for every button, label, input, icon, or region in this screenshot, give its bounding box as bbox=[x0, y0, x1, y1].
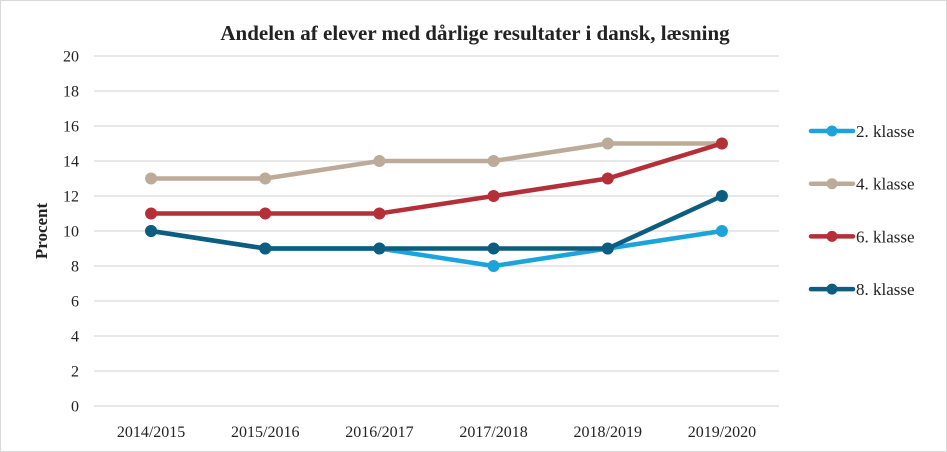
y-tick-label: 2 bbox=[71, 364, 79, 381]
y-tick-label: 18 bbox=[63, 84, 79, 101]
series-6-klasse bbox=[145, 137, 728, 220]
legend-entry: 4. klasse bbox=[808, 175, 915, 194]
legend-entry: 6. klasse bbox=[808, 227, 915, 246]
data-point bbox=[145, 172, 158, 185]
series-8-klasse bbox=[145, 190, 728, 255]
series-line bbox=[151, 141, 723, 216]
legend-marker bbox=[826, 125, 838, 137]
legend-label: 6. klasse bbox=[856, 227, 915, 246]
x-tick-label: 2017/2018 bbox=[459, 424, 527, 441]
series-line bbox=[151, 141, 722, 181]
x-tick-label: 2019/2020 bbox=[688, 424, 756, 441]
y-tick-label: 6 bbox=[71, 294, 79, 311]
data-point bbox=[145, 225, 158, 237]
chart-title: Andelen af elever med dårlige resultater… bbox=[220, 21, 730, 45]
y-tick-label: 0 bbox=[71, 399, 79, 416]
legend-label: 2. klasse bbox=[856, 122, 915, 141]
y-tick-label: 16 bbox=[63, 119, 79, 136]
y-axis-label: Procent bbox=[32, 203, 51, 260]
x-tick-label: 2018/2019 bbox=[574, 424, 642, 441]
data-point bbox=[601, 172, 614, 185]
data-point bbox=[487, 242, 500, 255]
series-4-klasse bbox=[145, 137, 728, 185]
legend-entry: 2. klasse bbox=[808, 122, 915, 141]
data-point bbox=[487, 260, 500, 272]
y-tick-label: 10 bbox=[63, 224, 79, 241]
y-tick-label: 12 bbox=[63, 189, 79, 206]
y-tick-label: 4 bbox=[71, 329, 79, 346]
data-point bbox=[373, 242, 386, 255]
legend-label: 8. klasse bbox=[856, 280, 915, 299]
data-point bbox=[715, 225, 728, 237]
data-point bbox=[715, 190, 728, 202]
data-point bbox=[259, 207, 272, 220]
series-line bbox=[150, 193, 723, 251]
legend-marker bbox=[826, 178, 838, 190]
x-tick-label: 2016/2017 bbox=[345, 424, 413, 441]
y-tick-label: 8 bbox=[71, 259, 79, 276]
legend-marker bbox=[826, 283, 838, 295]
data-point bbox=[487, 155, 500, 167]
data-point bbox=[259, 172, 272, 185]
data-point bbox=[373, 155, 386, 167]
data-point bbox=[487, 190, 500, 202]
data-point bbox=[715, 137, 728, 150]
legend-label: 4. klasse bbox=[856, 175, 915, 194]
y-tick-label: 20 bbox=[63, 49, 79, 66]
x-tick-label: 2015/2016 bbox=[231, 424, 299, 441]
data-point bbox=[601, 137, 614, 150]
x-tick-label: 2014/2015 bbox=[117, 424, 185, 441]
legend-marker bbox=[826, 230, 838, 242]
data-point bbox=[601, 242, 614, 255]
data-point bbox=[373, 207, 386, 220]
data-point bbox=[259, 242, 272, 255]
data-point bbox=[145, 207, 158, 220]
legend-entry: 8. klasse bbox=[808, 280, 915, 299]
y-tick-label: 14 bbox=[63, 154, 79, 171]
